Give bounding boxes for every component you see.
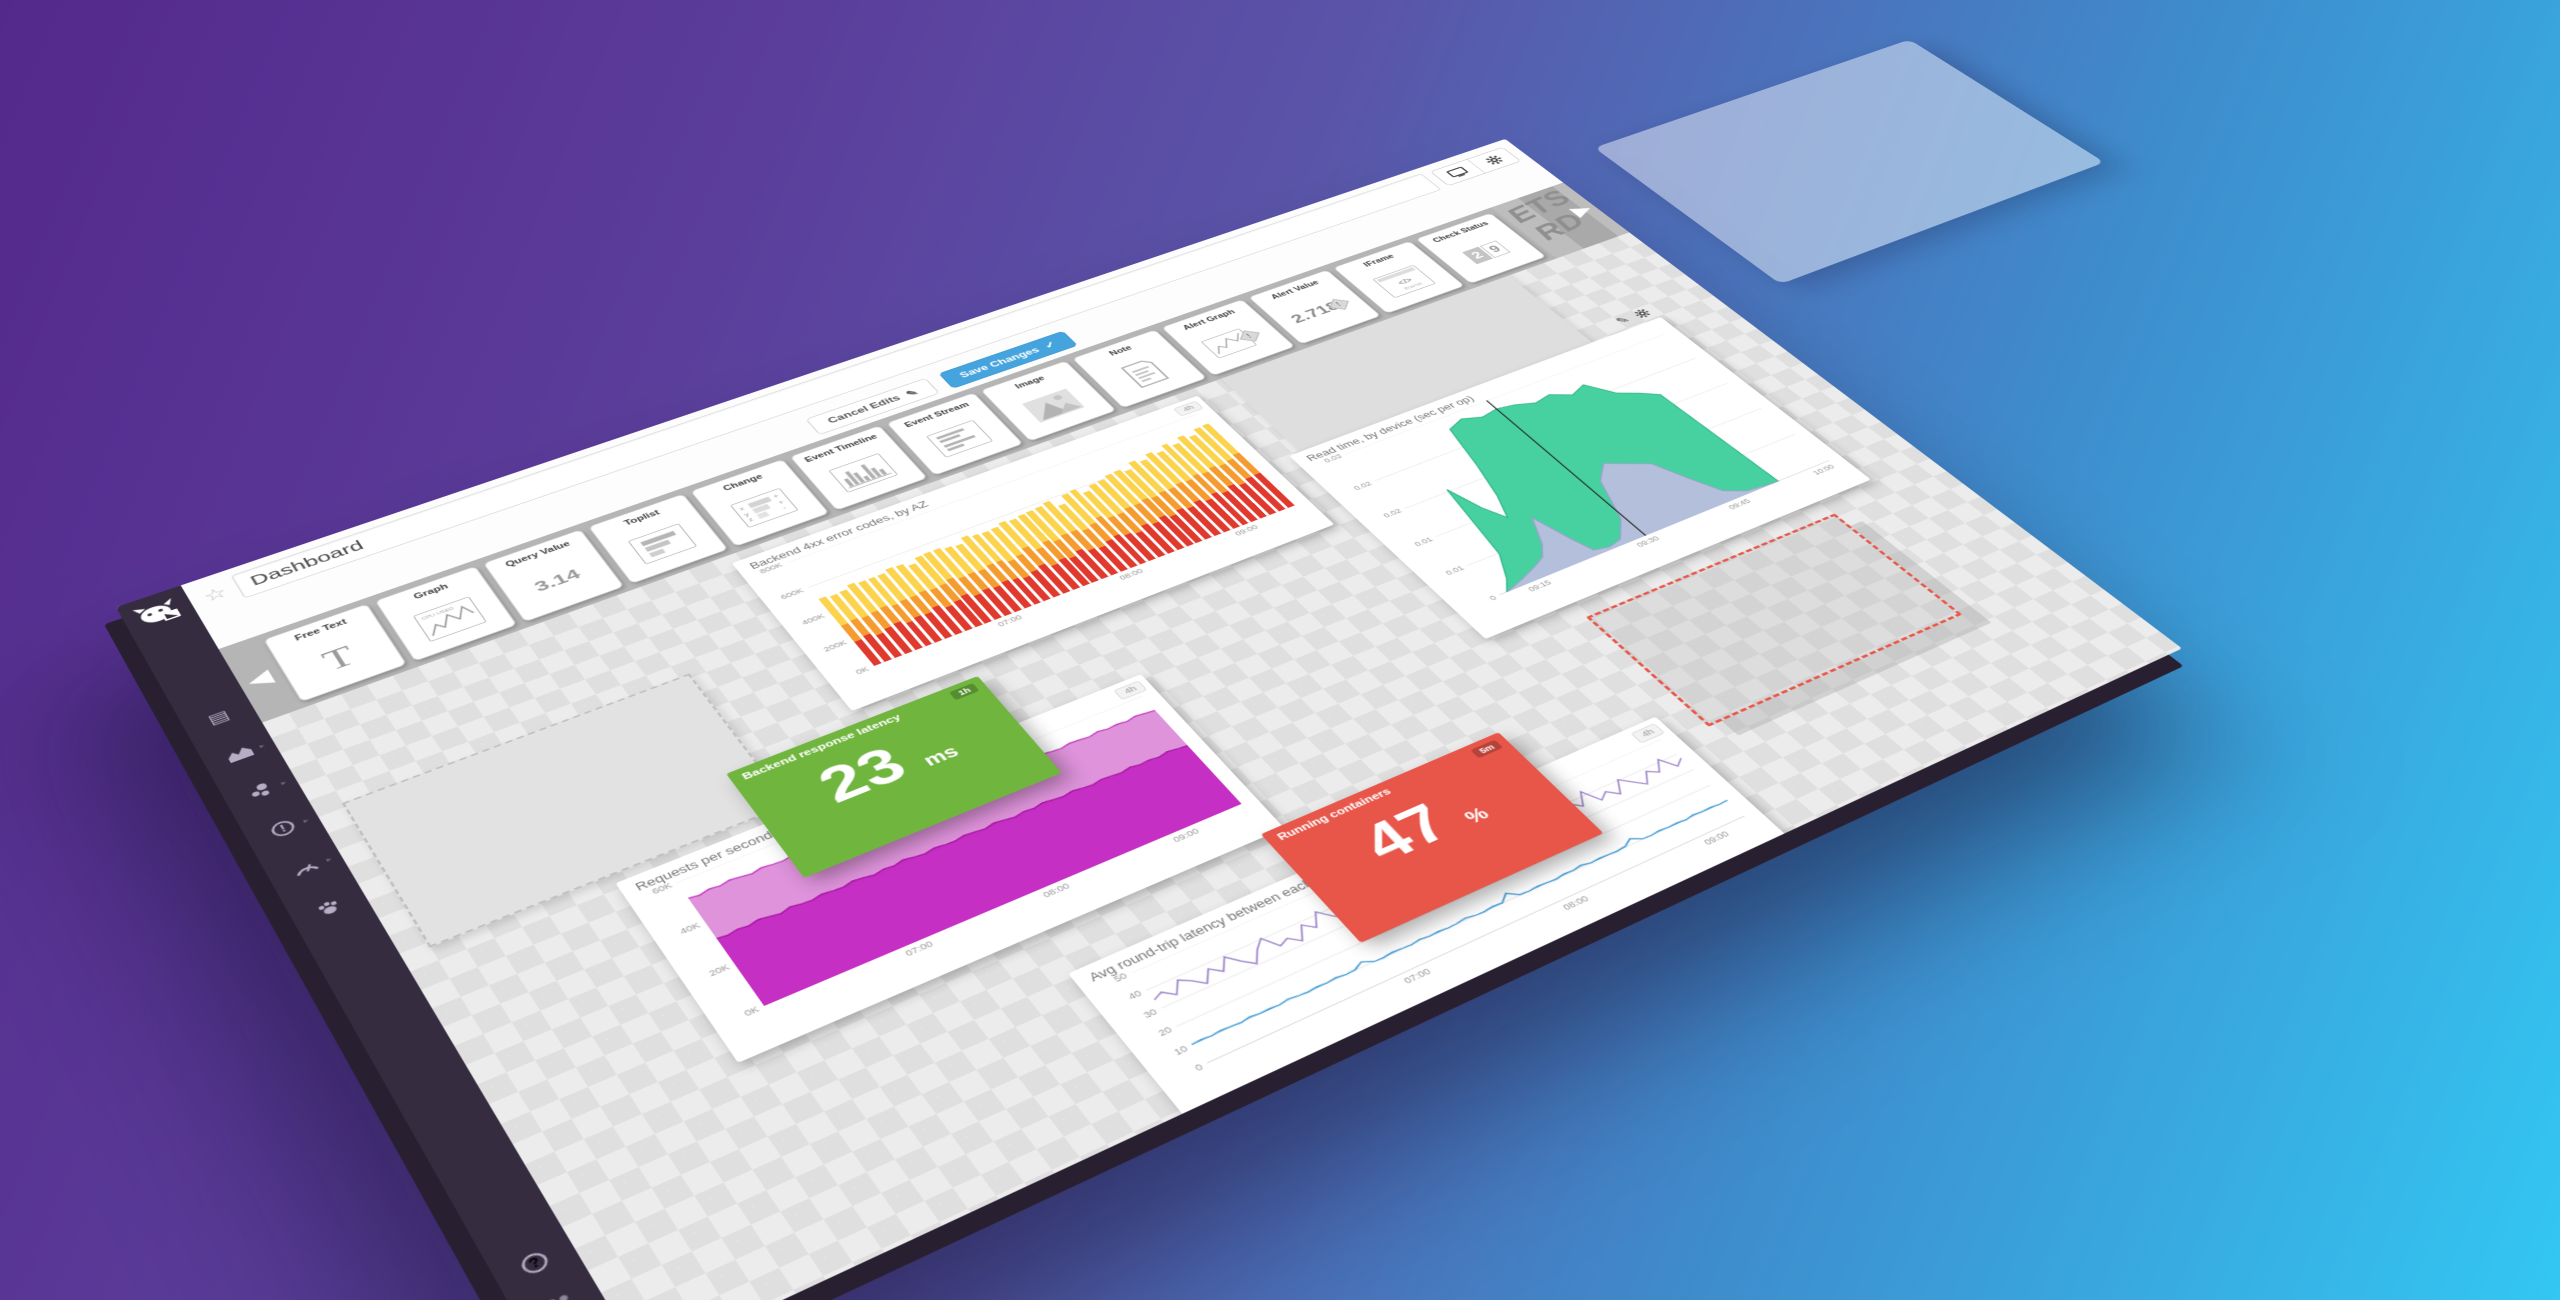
svg-text:iframe: iframe <box>1402 281 1424 291</box>
palette-tile-change[interactable]: Change x y z + + - <box>690 458 830 547</box>
svg-text:</>: </> <box>1396 276 1415 286</box>
free-text-icon: T <box>316 639 362 678</box>
datadog-logo-icon[interactable] <box>126 592 191 636</box>
infrastructure-icon[interactable]: ▸ <box>242 777 288 804</box>
favorite-star-icon[interactable]: ☆ <box>199 583 231 606</box>
iframe-icon: </> iframe <box>1362 256 1446 306</box>
backend4xx-chart: 0K 200K 400K 600K 800K 07:00 08:00 09:00 <box>758 413 1296 676</box>
team-users-icon[interactable] <box>539 1290 580 1300</box>
dashboards-gauge-icon[interactable]: ▸ <box>286 853 333 882</box>
change-icon: x y z + + - <box>721 477 807 538</box>
svg-text:CPU USED: CPU USED <box>420 606 455 621</box>
widget-backend-4xx[interactable]: Backend 4xx error codes, by AZ 4h 0K 200K… <box>731 395 1335 712</box>
check-status-icon: 2 9 <box>1447 229 1525 276</box>
svg-text:-: - <box>781 505 789 511</box>
events-feed-icon[interactable]: ▤ <box>204 706 233 728</box>
graph-icon: CPU USED <box>405 585 494 652</box>
widget-palette: ◀ Free Text T Graph CPU USED Query Value… <box>218 182 1630 723</box>
alert-shield-icon: ! <box>1329 298 1349 310</box>
app-window: ▤ ▸ ▸ ! ▸ ▸ ? ☆ <box>115 138 2183 1300</box>
check-icon: ✓ <box>1041 339 1059 351</box>
note-icon <box>1108 348 1181 398</box>
metric-unit: % <box>1460 804 1494 828</box>
edit-pencil-icon[interactable]: ✎ <box>1612 314 1634 327</box>
svg-text:z: z <box>747 516 755 522</box>
widget-gear-icon[interactable] <box>1631 307 1652 319</box>
svg-text:+: + <box>776 499 786 506</box>
palette-left-arrow[interactable]: ◀ <box>242 664 277 692</box>
floating-translucent-panel <box>1594 39 2105 285</box>
integrations-paw-icon[interactable] <box>309 893 349 922</box>
widget-read-time[interactable]: ✎ Read time, by device (sec per op) 0 0.0… <box>1289 317 1871 639</box>
alert-shield-icon: ! <box>1239 330 1260 342</box>
svg-text:x: x <box>738 506 746 512</box>
main-area: ☆ Cancel Edits✎ Save Changes✓ <box>180 138 2183 1300</box>
palette-tile-iframe[interactable]: IFrame </> iframe <box>1332 240 1465 314</box>
sidebar: ▤ ▸ ▸ ! ▸ ▸ ? <box>115 585 644 1300</box>
monitors-alert-icon[interactable]: ! ▸ <box>264 815 310 843</box>
metrics-icon[interactable]: ▸ <box>221 740 266 766</box>
pencil-icon: ✎ <box>903 387 921 399</box>
help-icon[interactable]: ? <box>517 1249 552 1277</box>
svg-text:+: + <box>771 493 781 500</box>
palette-tile-graph[interactable]: Graph CPU USED <box>374 565 518 662</box>
metric-unit: ms <box>919 742 963 770</box>
svg-text:y: y <box>742 511 750 517</box>
dashboard-canvas: Backend 4xx error codes, by AZ 4h 0K 200K… <box>262 232 2183 1300</box>
